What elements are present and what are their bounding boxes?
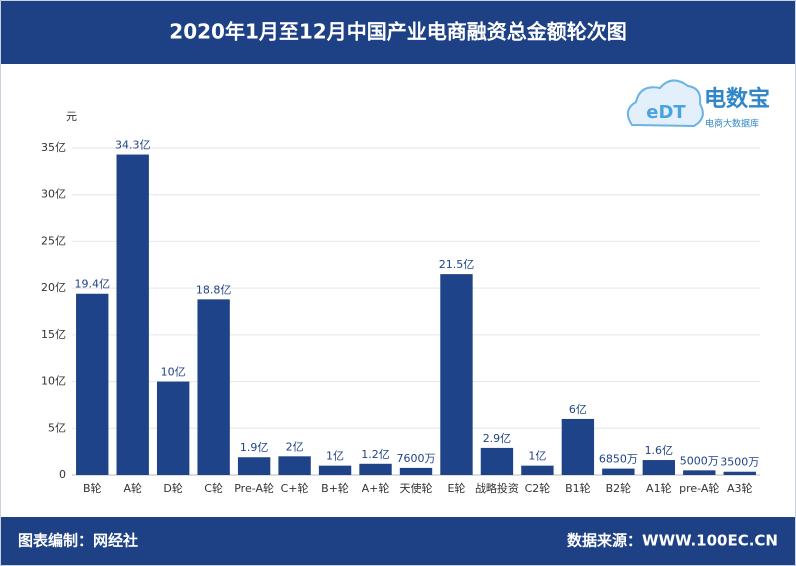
x-tick-label: pre-A轮 xyxy=(679,481,719,495)
bar xyxy=(399,467,433,475)
x-tick-label: B2轮 xyxy=(606,481,632,495)
bar xyxy=(359,463,392,475)
value-label: 3500万 xyxy=(720,456,759,469)
bar xyxy=(521,465,554,475)
x-tick-label: B1轮 xyxy=(565,481,591,495)
bar xyxy=(642,460,676,475)
bar xyxy=(116,154,149,476)
value-label: 6亿 xyxy=(569,403,587,416)
footer-bar xyxy=(1,517,795,565)
x-tick-label: 天使轮 xyxy=(400,481,433,495)
bar xyxy=(602,468,635,475)
value-label: 6850万 xyxy=(599,453,638,466)
y-tick-label: 30亿 xyxy=(41,188,66,201)
chart-title: 2020年1月至12月中国产业电商融资总金额轮次图 xyxy=(169,20,626,44)
x-tick-label: E轮 xyxy=(447,481,465,495)
bar xyxy=(76,293,109,475)
footer-right: 数据来源：WWW.100EC.CN xyxy=(567,532,778,550)
x-tick-label: D轮 xyxy=(163,481,182,495)
bar xyxy=(440,274,473,475)
x-tick-label: A轮 xyxy=(123,481,142,495)
y-tick-label: 0 xyxy=(59,468,66,481)
bar xyxy=(480,447,514,475)
y-tick-label: 25亿 xyxy=(41,234,66,247)
x-tick-label: B+轮 xyxy=(321,481,349,495)
y-tick-label: 20亿 xyxy=(41,281,66,294)
x-tick-label: Pre-A轮 xyxy=(234,481,274,495)
header-bar xyxy=(1,1,795,64)
y-tick-label: 10亿 xyxy=(41,375,66,388)
x-tick-label: C+轮 xyxy=(281,481,309,495)
logo-name: 电数宝 xyxy=(704,86,770,112)
bar xyxy=(237,457,271,475)
y-tick-label: 35亿 xyxy=(41,141,66,154)
bar xyxy=(683,470,716,475)
x-tick-label: A1轮 xyxy=(646,481,672,495)
bar xyxy=(197,299,230,475)
value-label: 1亿 xyxy=(326,450,344,463)
x-tick-label: C2轮 xyxy=(525,481,551,495)
value-label: 1.2亿 xyxy=(361,448,390,461)
value-label: 10亿 xyxy=(161,366,186,379)
x-tick-label: A+轮 xyxy=(362,481,390,495)
bar xyxy=(156,381,190,475)
x-tick-label: 战略投资 xyxy=(475,481,519,495)
value-label: 5000万 xyxy=(680,454,719,467)
value-label: 2亿 xyxy=(286,440,304,453)
x-tick-label: A3轮 xyxy=(727,481,753,495)
value-label: 18.8亿 xyxy=(196,283,232,296)
value-label: 1.9亿 xyxy=(240,441,269,454)
bar xyxy=(318,465,352,475)
logo-tagline: 电商大数据库 xyxy=(705,118,759,130)
bar xyxy=(561,418,595,475)
y-axis-label: 元 xyxy=(66,110,77,123)
y-tick-label: 5亿 xyxy=(48,421,66,434)
x-tick-label: C轮 xyxy=(204,481,223,495)
value-label: 1.6亿 xyxy=(645,444,674,457)
value-label: 34.3亿 xyxy=(115,139,151,152)
logo-cloud xyxy=(626,79,704,128)
x-tick-label: B轮 xyxy=(83,481,102,495)
bar xyxy=(723,471,756,475)
value-label: 7600万 xyxy=(397,452,436,465)
y-tick-label: 15亿 xyxy=(41,328,66,341)
logo-mark: eDT xyxy=(646,102,686,123)
footer-left: 图表编制：网经社 xyxy=(18,532,138,550)
value-label: 19.4亿 xyxy=(74,278,110,291)
value-label: 21.5亿 xyxy=(439,258,475,271)
bar xyxy=(278,456,311,475)
logo: eDT 电数宝 电商大数据库 xyxy=(626,79,770,130)
value-label: 2.9亿 xyxy=(483,432,512,445)
value-label: 1亿 xyxy=(528,450,546,463)
